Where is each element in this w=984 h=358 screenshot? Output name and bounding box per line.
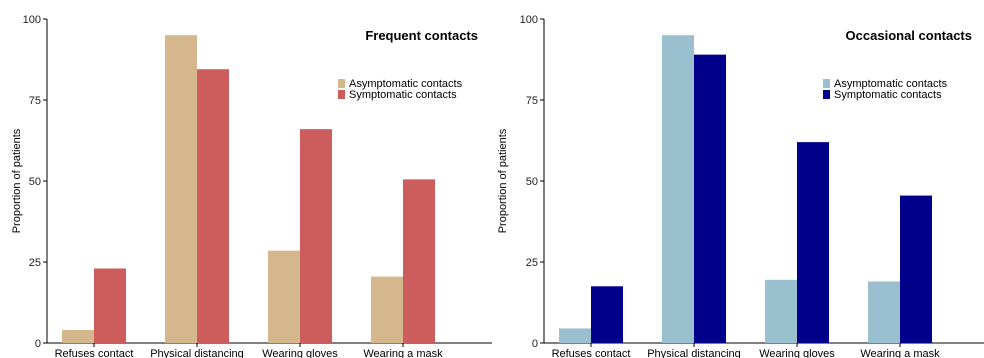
y-tick-label: 75 [29,95,41,107]
bar-symptomatic [94,268,126,343]
category-label: Refuses contact [55,348,134,358]
y-tick-label: 75 [526,95,538,107]
category-label: Physical distancing [150,348,244,358]
category-label: Physical distancing [647,348,741,358]
y-axis-label: Proportion of patients [11,128,23,233]
y-tick-label: 50 [526,176,538,188]
category-label: Wearing a mask [363,348,443,358]
legend-label: Symptomatic contacts [349,89,457,101]
bar-symptomatic [591,286,623,343]
category-label: Wearing a mask [860,348,940,358]
bar-asymptomatic [165,35,197,343]
chart-title: Occasional contacts [846,28,972,43]
chart-title: Frequent contacts [365,28,478,43]
y-tick-label: 0 [532,338,538,350]
category-label: Wearing gloves [759,348,835,358]
legend-swatch [823,90,830,99]
y-tick-label: 25 [526,257,538,269]
y-tick-label: 100 [23,14,41,26]
bar-symptomatic [694,54,726,343]
y-tick-label: 100 [520,14,538,26]
category-label: Refuses contact [552,348,631,358]
bar-asymptomatic [62,330,94,343]
y-axis-label: Proportion of patients [497,128,509,233]
legend-label: Asymptomatic contacts [834,78,948,90]
category-label: Wearing gloves [262,348,338,358]
bar-asymptomatic [268,250,300,343]
bar-asymptomatic [765,279,797,343]
bar-symptomatic [797,142,829,343]
bar-symptomatic [197,69,229,343]
legend-swatch [823,79,830,88]
bar-asymptomatic [371,276,403,343]
y-tick-label: 25 [29,257,41,269]
bar-symptomatic [403,179,435,343]
bar-symptomatic [900,195,932,343]
bar-asymptomatic [559,328,591,343]
y-tick-label: 0 [35,338,41,350]
bar-asymptomatic [868,281,900,343]
legend-label: Symptomatic contacts [834,89,942,101]
legend-swatch [338,90,345,99]
bar-symptomatic [300,129,332,343]
chart-panel-1: 0 25 50 75 100 Proportion of patients Refuses … [11,14,492,358]
chart-panel-2: 0 25 50 75 100 Proportion of patients Refuses … [497,14,984,358]
legend-swatch [338,79,345,88]
legend-label: Asymptomatic contacts [349,78,463,90]
y-tick-label: 50 [29,176,41,188]
bar-asymptomatic [662,35,694,343]
